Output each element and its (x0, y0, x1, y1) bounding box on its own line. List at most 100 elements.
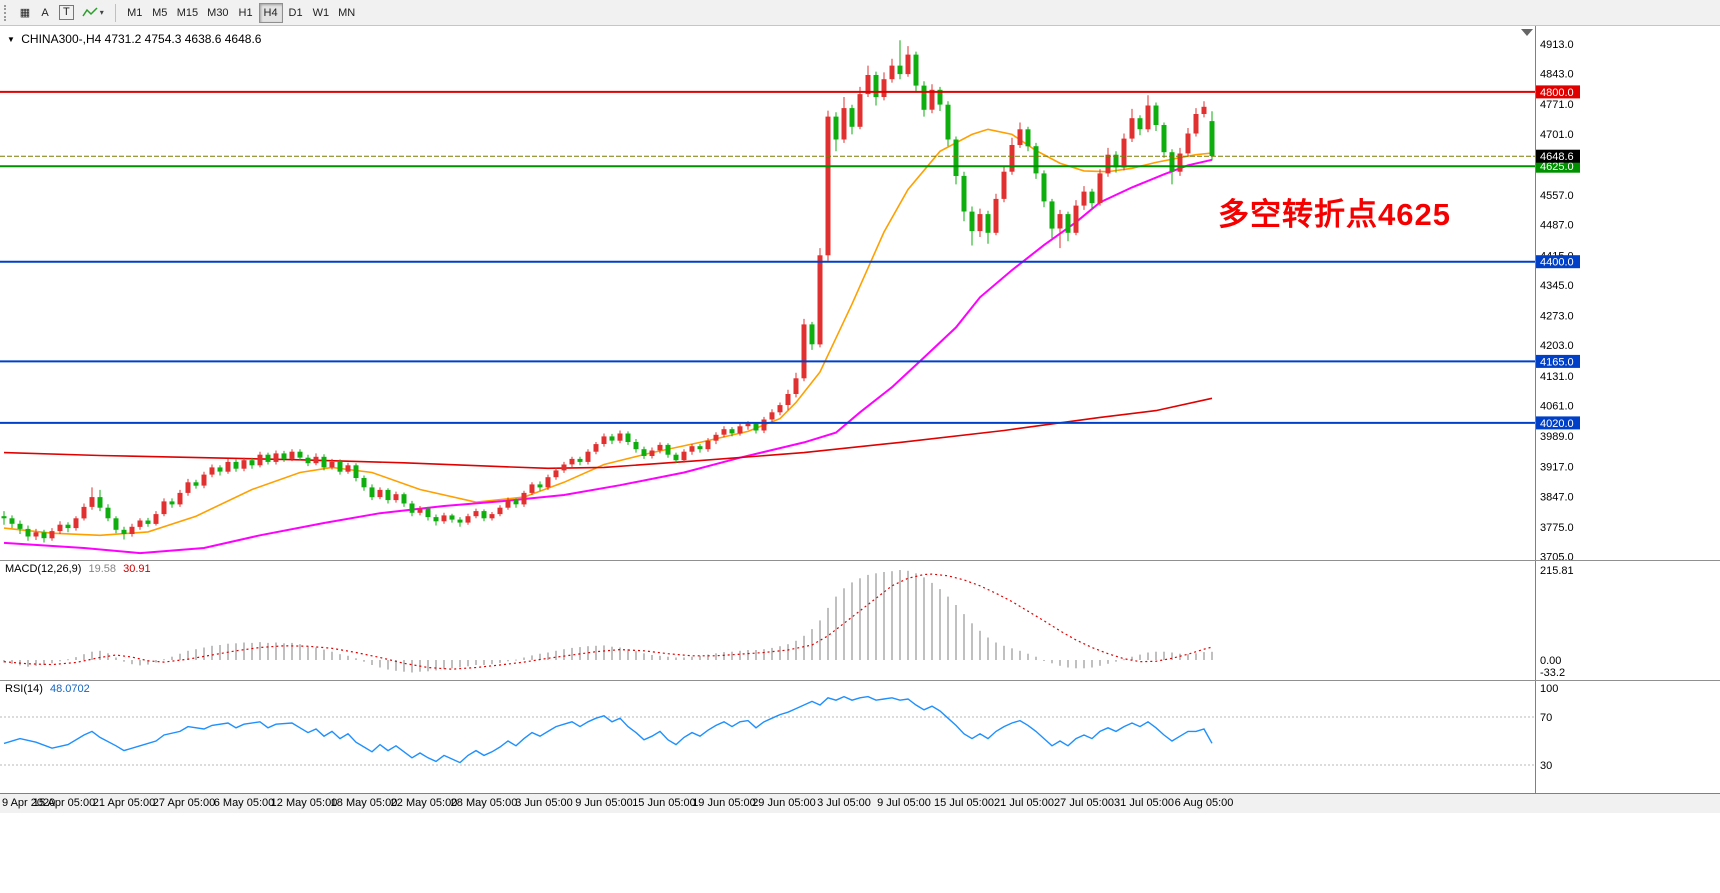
candle-body (993, 198, 999, 233)
macd-bar (771, 647, 773, 660)
macd-bar (107, 653, 109, 660)
annotate-button[interactable]: A (35, 3, 55, 23)
macd-bar (971, 623, 973, 660)
candle-body (785, 394, 791, 405)
rsi-name: RSI(14) (5, 683, 43, 695)
timeframe-button-h1[interactable]: H1 (234, 3, 258, 23)
macd-bar (747, 650, 749, 660)
candle-body (481, 511, 487, 519)
macd-bar (387, 660, 389, 670)
toolbar-drag-handle[interactable] (4, 4, 11, 21)
panel-separator[interactable] (0, 680, 1720, 681)
macd-bar (763, 649, 765, 660)
time-axis-label: 3 Jul 05:00 (817, 797, 871, 809)
candle-body (1009, 145, 1015, 172)
candle-body (625, 433, 631, 442)
macd-bar (1139, 654, 1141, 660)
macd-bar (1043, 660, 1045, 661)
candle-body (865, 75, 871, 95)
price-axis-tick: 4203.0 (1540, 340, 1574, 352)
macd-panel[interactable]: 215.81 0.00-33.2 (0, 561, 1720, 680)
macd-bar (643, 653, 645, 660)
timeframe-button-m30[interactable]: M30 (203, 3, 232, 23)
price-line-label-bg (1536, 354, 1580, 368)
candle-body (1057, 214, 1063, 229)
chart-grid-button[interactable]: ▦ (15, 3, 35, 23)
time-axis-label: 6 May 05:00 (213, 797, 275, 809)
timeframe-button-h4[interactable]: H4 (258, 2, 283, 23)
rsi-panel[interactable]: 100 70 30 (0, 681, 1720, 793)
candle-body (1113, 154, 1119, 168)
macd-bar (683, 657, 685, 660)
candle-body (249, 460, 255, 466)
candle-body (665, 444, 671, 455)
candle-body (561, 464, 567, 471)
time-axis-label: 27 Apr 05:00 (152, 797, 216, 809)
macd-bar (859, 578, 861, 660)
panel-separator[interactable] (0, 560, 1720, 561)
timeframe-button-m5[interactable]: M5 (148, 3, 172, 23)
candle-body (681, 451, 687, 461)
timeframe-button-d1[interactable]: D1 (284, 3, 308, 23)
time-axis-label: 19 Jun 05:00 (692, 797, 756, 809)
macd-bar (99, 650, 101, 660)
timeframe-button-m1[interactable]: M1 (123, 3, 147, 23)
candle-body (1129, 118, 1135, 139)
text-tool-button[interactable]: T (55, 3, 78, 23)
macd-bar (235, 643, 237, 660)
chart-annotation-text[interactable]: 多空转折点4625 (1218, 197, 1451, 232)
rsi-indicator-label: RSI(14) 48.0702 (5, 683, 90, 695)
macd-bar (739, 650, 741, 660)
macd-bar (211, 645, 213, 660)
macd-bar (283, 643, 285, 660)
macd-bar (331, 651, 333, 660)
candle-body (1081, 191, 1087, 206)
candle-body (457, 519, 463, 523)
rsi-scale-tick: 100 (1540, 683, 1558, 695)
candle-body (841, 108, 847, 140)
candle-body (953, 139, 959, 176)
time-axis-label: 15 Jul 05:00 (934, 797, 994, 809)
macd-name: MACD(12,26,9) (5, 563, 82, 575)
time-axis[interactable]: 9 Apr 2020 15 Apr 05:00 21 Apr 05:00 27 Apr… (0, 793, 1720, 813)
candle-body (393, 494, 399, 501)
candle-body (321, 456, 327, 468)
macd-bar (843, 588, 845, 660)
candle-body (49, 531, 55, 539)
timeframe-button-w1[interactable]: W1 (309, 3, 334, 23)
candle-body (385, 489, 391, 501)
indicators-dropdown-button[interactable]: ▾ (78, 3, 108, 23)
candle-body (41, 532, 47, 539)
candle-body (121, 529, 127, 534)
macd-bar (1099, 660, 1101, 666)
timeframe-button-mn[interactable]: MN (334, 3, 359, 23)
price-line-label: 4020.0 (1540, 418, 1574, 430)
macd-bar (787, 644, 789, 660)
candle-body (929, 89, 935, 110)
macd-histogram (3, 570, 1213, 673)
time-axis-label: 31 Jul 05:00 (1114, 797, 1174, 809)
text-tool-icon: T (59, 5, 74, 20)
price-line-label-bg (1536, 159, 1580, 173)
candle-body (137, 520, 143, 527)
collapse-triangle-icon[interactable]: ▼ (7, 35, 15, 44)
timeframe-button-m15[interactable]: M15 (173, 3, 202, 23)
price-line-label: 4625.0 (1540, 161, 1574, 173)
candle-body (513, 500, 519, 505)
candle-body (545, 477, 551, 488)
candle-body (801, 324, 807, 379)
macd-bar (1195, 653, 1197, 660)
price-axis-tick: 4913.0 (1540, 39, 1574, 51)
candle-body (729, 429, 735, 434)
macd-main-value: 19.58 (88, 563, 117, 575)
macd-bar (467, 660, 469, 667)
candle-body (1049, 201, 1055, 229)
candle-body (1153, 105, 1159, 125)
candle-body (593, 444, 599, 452)
chart-shift-marker[interactable] (1521, 29, 1533, 36)
rsi-value: 48.0702 (49, 683, 90, 695)
candle-body (361, 478, 367, 488)
price-chart-panel[interactable]: 4913.04843.04771.04701.04557.04487.04415… (0, 26, 1720, 560)
time-axis-label: 3 Jun 05:00 (515, 797, 573, 809)
candle-body (129, 526, 135, 534)
